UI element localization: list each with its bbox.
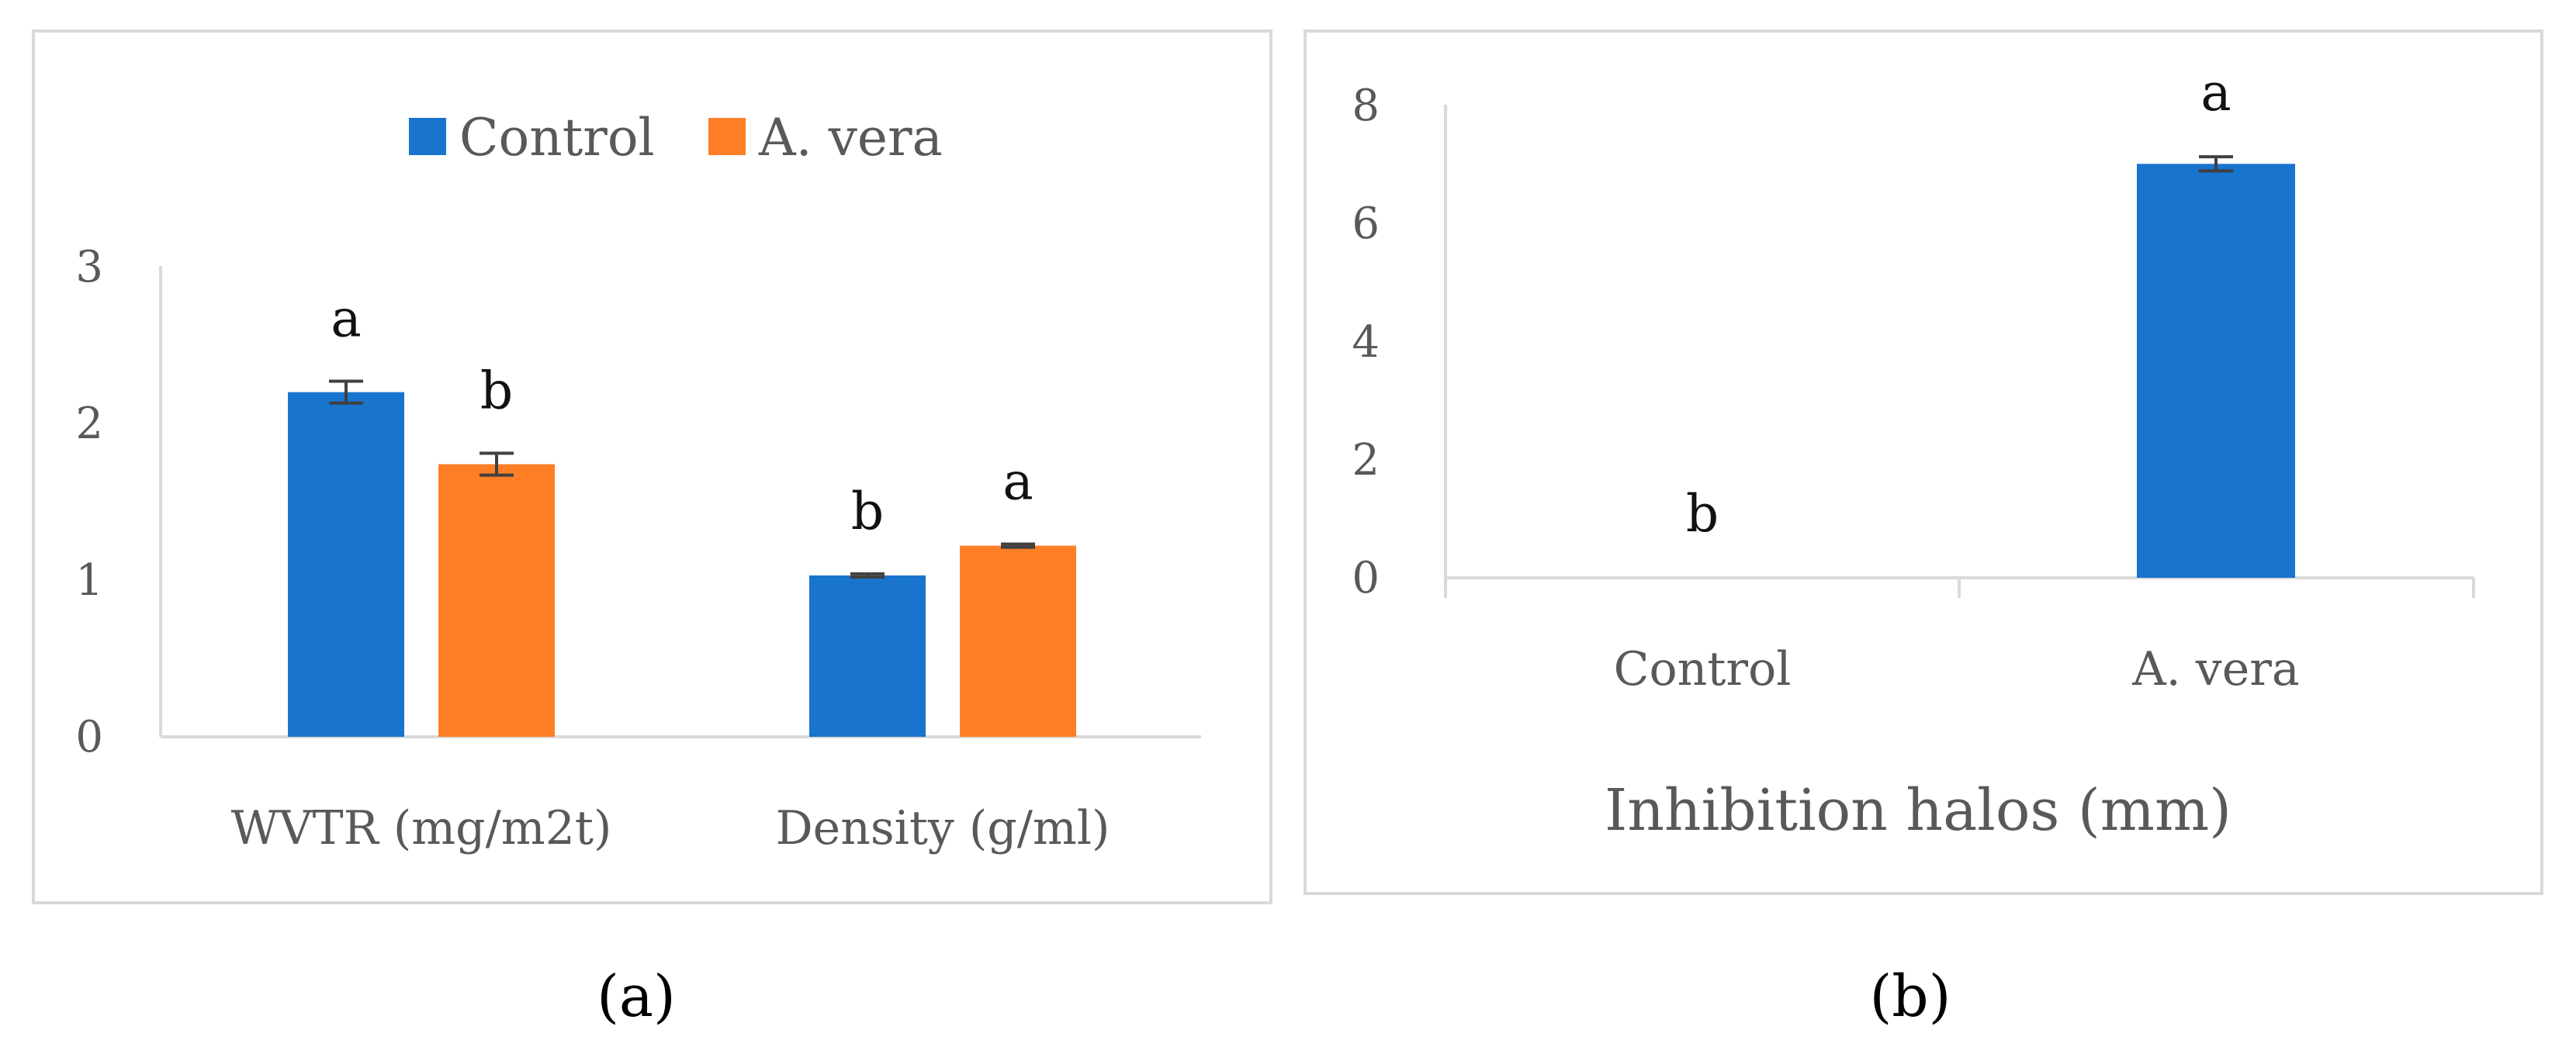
panel-a-ytick-label: 1 (75, 555, 103, 606)
panel-a-bar-control-wvtr (288, 392, 404, 737)
panel-b-ytick-label: 8 (1352, 81, 1380, 131)
panel-b-letter-control: b (1686, 484, 1719, 544)
panel-b-ytick-label: 6 (1352, 199, 1380, 249)
panel-b-error-bar-aloe-vera (2199, 155, 2233, 173)
panel-a-label: (a) (597, 963, 676, 1030)
panel-a-bar-aloe-vera-wvtr (438, 464, 555, 737)
panel-a-category-label: WVTR (mg/m2t) (231, 801, 612, 855)
panel-a: Control A. vera 0 1 2 3 a b b a WVTR (mg… (32, 29, 1272, 904)
panel-a-ytick-label: 2 (75, 399, 103, 449)
legend-swatch-control (409, 118, 446, 155)
legend-label-control: Control (459, 108, 655, 168)
panel-a-letter-aloe-vera-wvtr: b (480, 361, 513, 420)
panel-a-legend: Control A. vera (409, 108, 943, 168)
panel-b-ytick-label: 2 (1352, 435, 1380, 486)
panel-a-category-label: Density (g/ml) (776, 801, 1110, 855)
panel-a-bar-control-density (809, 575, 926, 737)
panel-a-error-bar-control-wvtr (329, 379, 363, 405)
panel-a-ytick-label: 0 (75, 712, 103, 762)
panel-a-error-bar-control-density (850, 572, 885, 579)
legend-label-aloe-vera: A. vera (758, 108, 943, 168)
panel-b-x-axis-title: Inhibition halos (mm) (1605, 777, 2231, 844)
panel-b-bar-aloe-vera (2137, 164, 2295, 578)
panel-a-ytick-label: 3 (75, 242, 103, 292)
panel-b-frame (1304, 29, 2543, 895)
panel-a-bar-aloe-vera-density (960, 545, 1076, 737)
panel-b-category-label: Control (1614, 642, 1792, 696)
panel-a-letter-control-density: b (851, 482, 884, 541)
panel-b-ytick-label: 4 (1352, 317, 1380, 368)
panel-a-letter-aloe-vera-density: a (1002, 452, 1033, 512)
panel-b-category-label: A. vera (2131, 642, 2299, 696)
panel-a-letter-control-wvtr: a (331, 289, 361, 348)
panel-b-letter-aloe-vera: a (2200, 63, 2231, 123)
panel-b-ytick-label: 0 (1352, 553, 1380, 603)
panel-b: 0 2 4 6 8 b a Control A. vera Inhibition… (1304, 29, 2543, 895)
panel-b-label: (b) (1869, 963, 1951, 1030)
legend-swatch-aloe-vera (708, 118, 746, 155)
panel-a-frame (32, 29, 1272, 904)
panel-a-error-bar-aloe-vera-wvtr (480, 451, 514, 477)
panel-a-error-bar-aloe-vera-density (1001, 542, 1035, 549)
